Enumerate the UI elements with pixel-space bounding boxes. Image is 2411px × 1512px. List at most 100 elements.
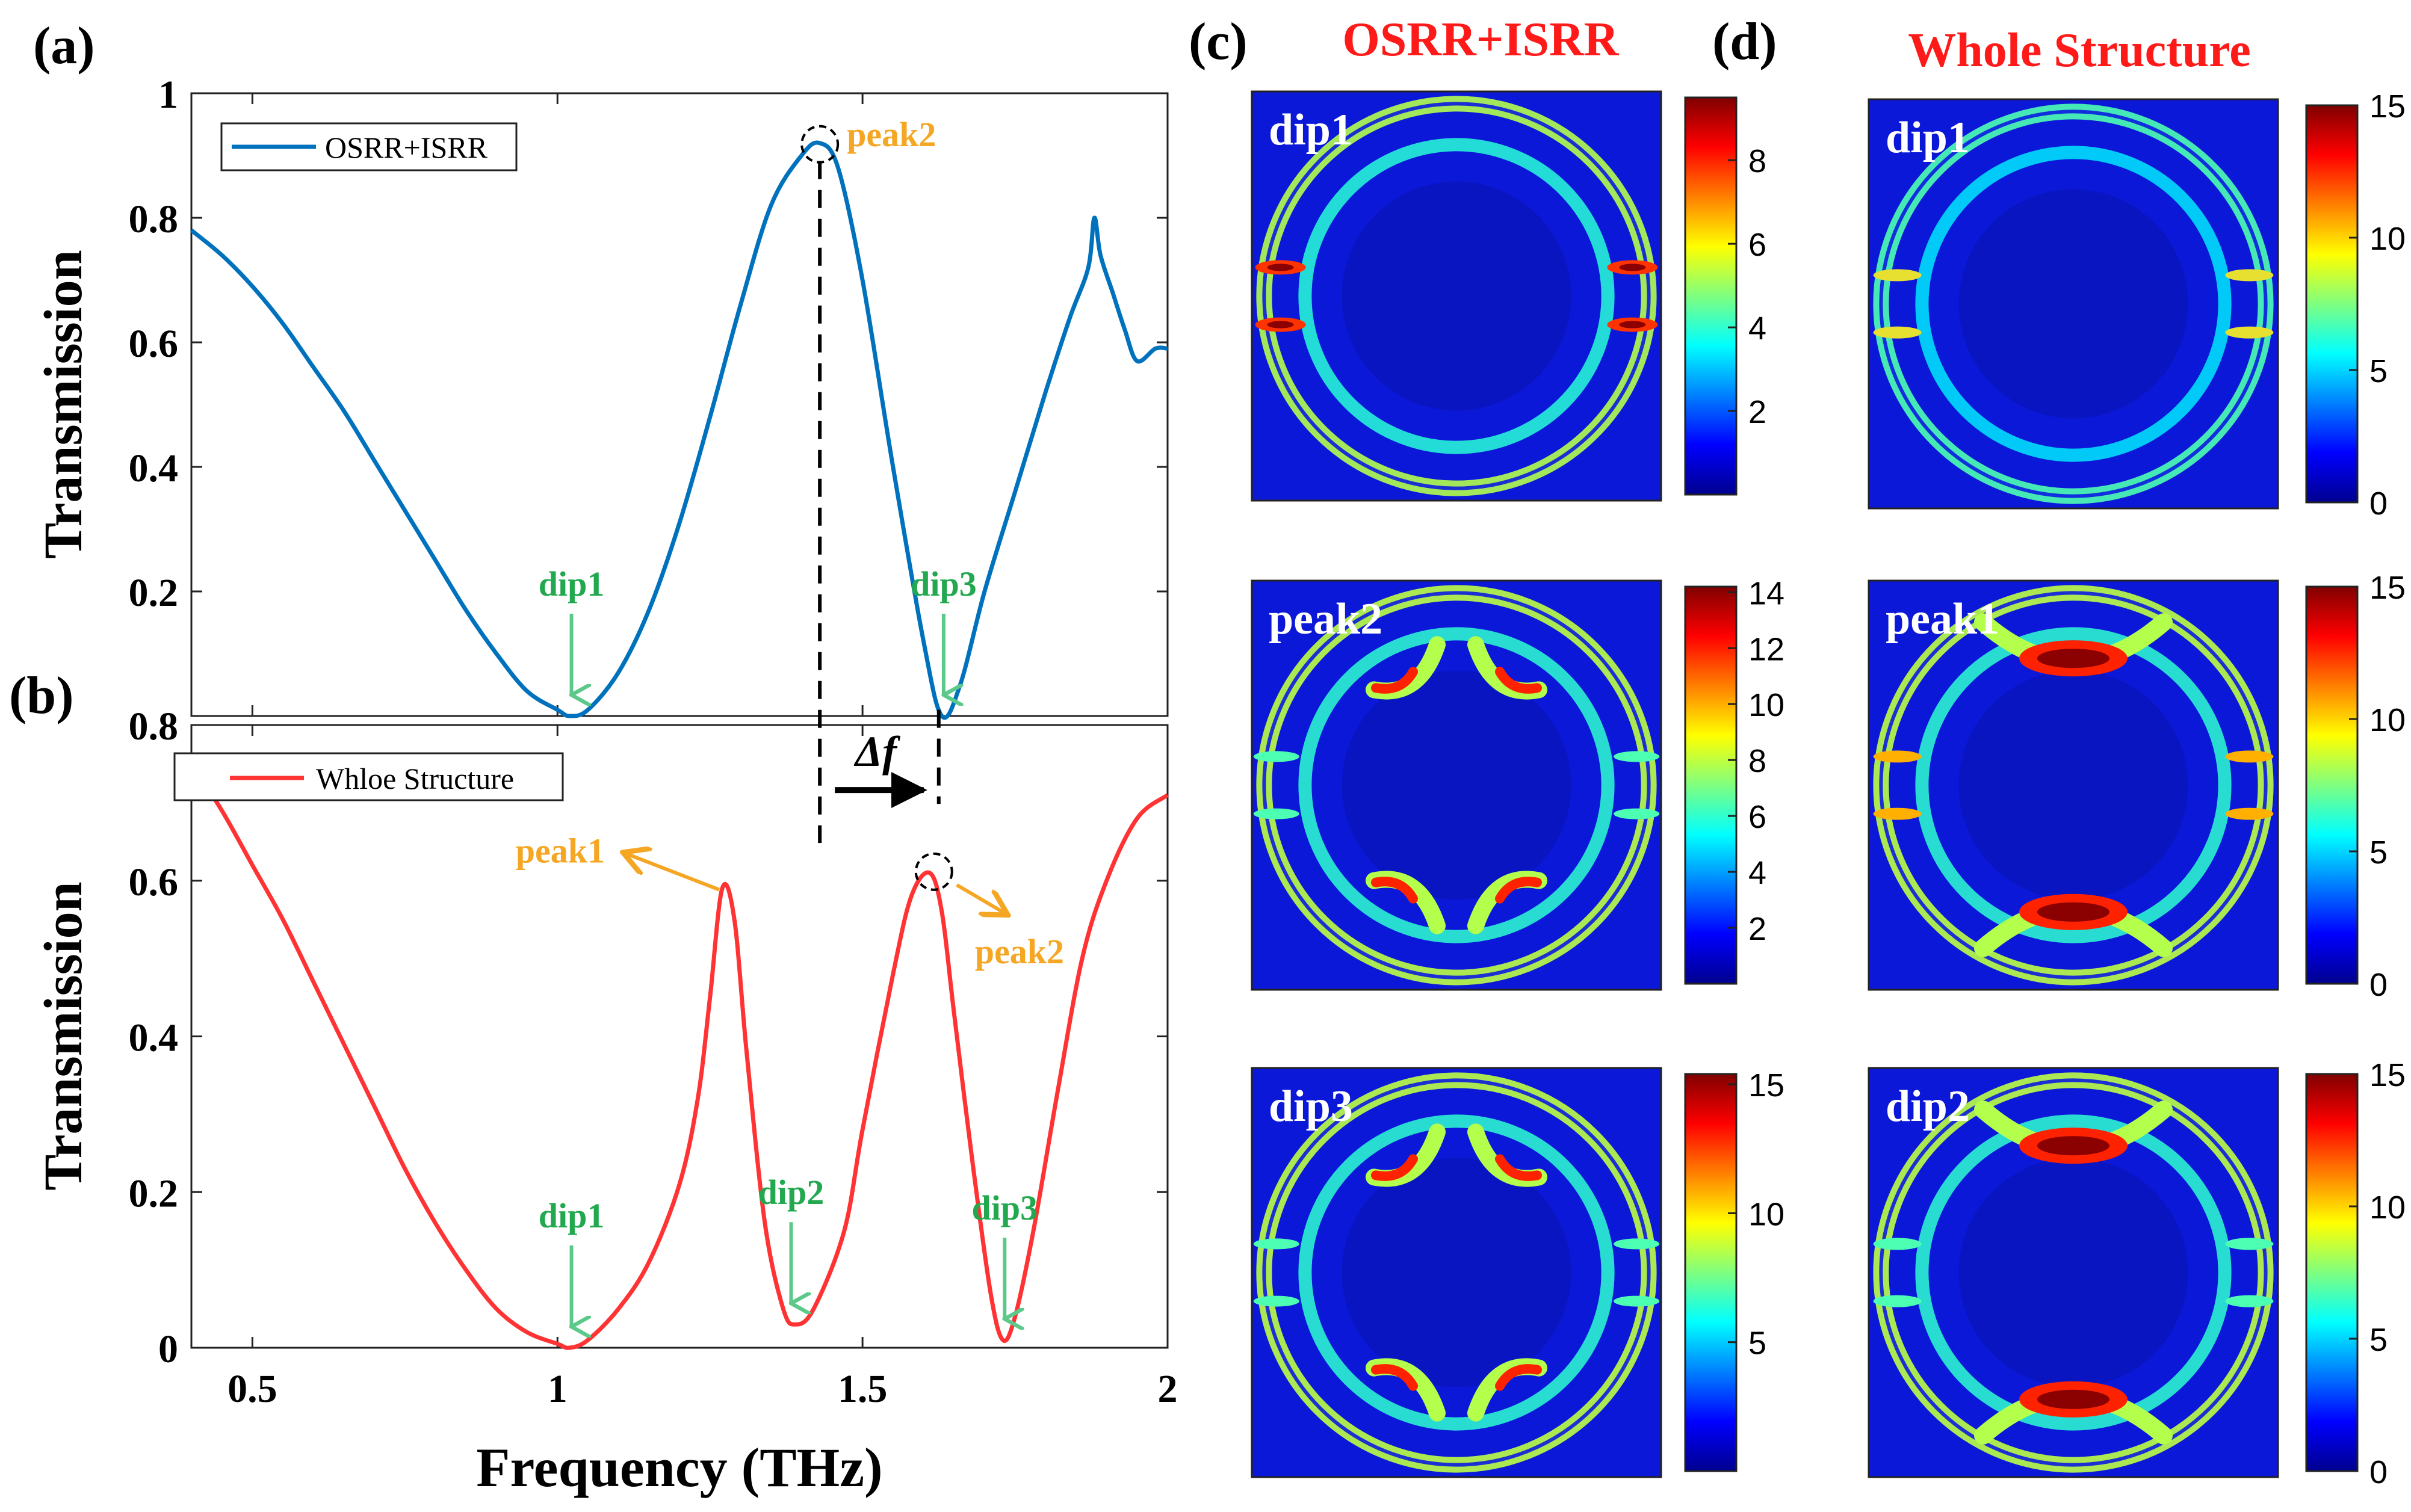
field-map-content	[1869, 1068, 2278, 1477]
chart-a-y-ticks: 0.2 0.4 0.6 0.8 1	[129, 73, 179, 615]
colorbar-tick-label: 2	[1748, 394, 1766, 430]
peak-arrow	[623, 853, 720, 892]
quadrant-hotspot	[1371, 1154, 1418, 1181]
x-tick-label: 1	[548, 1367, 568, 1411]
colorbar-tick-label: 5	[2369, 835, 2388, 871]
quadrant-hotspot	[1371, 877, 1418, 904]
field-map-c1: dip1 8 6 4 2	[1251, 90, 1766, 502]
field-map-frame	[1868, 1067, 2279, 1478]
bridge-hotspot-core	[2037, 1389, 2109, 1409]
gap-hotspot	[2225, 750, 2274, 763]
chart-b-y-ticks: 0 0.2 0.4 0.6 0.8	[129, 705, 179, 1371]
chart-b-ylabel: Transmission	[34, 881, 93, 1190]
panel-label-a: (a)	[33, 17, 95, 75]
chart-b-legend: Whloe Structure	[173, 752, 564, 801]
inner-ring-field	[1915, 627, 2232, 943]
gap-hotspot	[2225, 807, 2274, 820]
quadrant-hotspot	[1495, 667, 1542, 694]
panel-label-c: (c)	[1189, 13, 1248, 71]
center-field	[1342, 1158, 1571, 1387]
gap-hotspot-core	[1619, 321, 1646, 329]
colorbar-c3: 15 10 5	[1684, 1067, 1784, 1472]
colorbar-tick-label: 8	[1748, 143, 1766, 179]
colorbar-tick-label: 15	[1748, 1067, 1784, 1103]
delta-f-label: Δf	[853, 727, 900, 776]
chart-a-annotations: peak2 dip1 dip3	[539, 115, 977, 695]
inner-ring-field	[1915, 1114, 2232, 1431]
colorbar-tick-label: 2	[1748, 911, 1766, 947]
colorbar-tick-label: 15	[2369, 88, 2406, 125]
gap-hotspot	[1873, 326, 1922, 339]
chart-b: 0 0.2 0.4 0.6 0.8 0.5 1 1.5 2 Whloe Structure p…	[34, 705, 1178, 1498]
peak-label: peak2	[975, 932, 1064, 971]
y-tick-label: 0.6	[129, 322, 179, 366]
dip-label: dip1	[539, 1196, 605, 1235]
quadrant-hotspot	[1495, 877, 1542, 904]
field-map-label: dip1	[1886, 113, 1970, 162]
y-tick-label: 0.4	[129, 446, 179, 490]
inner-ring-field	[1298, 138, 1615, 454]
field-maps: dip1 8 6 4 2 peak2 14 12 10 8 6 4 2 dip3 15 10 5 dip1 15 10…	[1251, 88, 2406, 1490]
dip-label: dip3	[911, 564, 977, 603]
colorbar-tick-label: 0	[2369, 1454, 2388, 1490]
chart-b-xlabel: Frequency (THz)	[476, 1437, 882, 1498]
colorbar-tick-label: 5	[1748, 1325, 1766, 1362]
outer-ring-core	[1262, 591, 1651, 980]
y-tick-label: 0.8	[129, 197, 179, 241]
column-title-c: OSRR+ISRR	[1342, 13, 1619, 66]
chart-b-series-line	[190, 762, 1169, 1350]
center-field	[1958, 670, 2188, 900]
colorbar-c2: 14 12 10 8 6 4 2	[1684, 575, 1784, 985]
colorbar-gradient	[1684, 1073, 1738, 1472]
gap-hotspot	[2225, 326, 2274, 339]
gap-hotspot	[1873, 750, 1922, 763]
field-map-frame	[1251, 579, 1662, 991]
colorbar-gradient	[1684, 585, 1738, 985]
field-map-d3: dip2 15 10 5 0	[1868, 1057, 2406, 1490]
bridge-hotspot-core	[2037, 1136, 2109, 1156]
chart-a-tick-marks	[191, 92, 1169, 716]
field-map-label: dip1	[1269, 105, 1353, 155]
colorbar-tick-label: 6	[1748, 227, 1766, 263]
colorbar-gradient	[2305, 585, 2359, 985]
outer-ring-core	[1262, 1078, 1651, 1467]
peak-arrow	[956, 883, 1008, 915]
gap-hotspot	[1873, 1238, 1922, 1250]
chart-b-x-ticks: 0.5 1 1.5 2	[227, 1367, 1177, 1411]
chart-a-series-line	[190, 140, 1168, 720]
colorbar-d3: 15 10 5 0	[2305, 1057, 2406, 1490]
field-map-d1: dip1 15 10 5 0	[1868, 88, 2406, 522]
colorbar-tick-label: 10	[1748, 687, 1784, 723]
quadrant-hotspot	[1371, 667, 1418, 694]
field-map-c3: dip3 15 10 5	[1251, 1067, 1784, 1478]
quadrant-hotspot	[1371, 1364, 1418, 1391]
colorbar-tick-label: 4	[1748, 310, 1766, 347]
gap-hotspot	[1873, 1295, 1922, 1307]
gap-hotspot	[1614, 1295, 1660, 1307]
gap-hotspot-core	[1267, 264, 1294, 271]
center-field	[1342, 670, 1571, 900]
gap-hotspot	[1253, 1295, 1299, 1307]
gap-hotspot	[1614, 808, 1660, 819]
gap-hotspot	[1873, 807, 1922, 820]
chart-a-axes-box	[190, 92, 1169, 717]
field-map-frame	[1251, 1067, 1662, 1478]
dip-label: dip3	[971, 1188, 1038, 1227]
field-map-c2: peak2 14 12 10 8 6 4 2	[1251, 575, 1784, 991]
colorbar-tick-label: 6	[1748, 799, 1766, 835]
peak-label: peak2	[847, 115, 936, 154]
colorbar-tick-label: 8	[1748, 743, 1766, 779]
field-map-content	[1252, 581, 1661, 990]
panel-label-d: (d)	[1712, 13, 1777, 71]
field-map-content	[1869, 99, 2278, 508]
colorbar-tick-label: 15	[2369, 1057, 2406, 1093]
y-tick-label: 1	[158, 73, 178, 117]
center-field	[1958, 189, 2188, 419]
field-map-label: dip3	[1269, 1082, 1353, 1131]
center-field	[1342, 181, 1571, 411]
x-tick-label: 2	[1158, 1367, 1178, 1411]
x-tick-label: 0.5	[227, 1367, 277, 1411]
y-tick-label: 0.8	[129, 705, 179, 748]
gap-hotspot-core	[1619, 264, 1646, 271]
